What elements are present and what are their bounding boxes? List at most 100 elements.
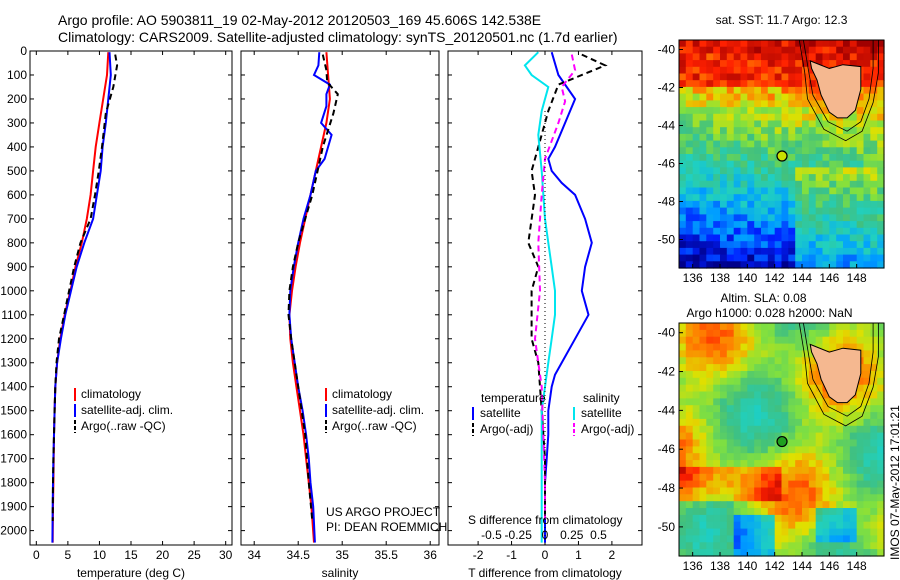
sst-map-cell	[720, 140, 728, 148]
sst-map-cell	[726, 160, 735, 168]
sla-map-cell	[822, 439, 830, 447]
sla-map-cell	[795, 350, 803, 358]
sst-map-cell	[849, 154, 858, 162]
sla-map-cell	[767, 405, 776, 413]
sst-map-cell	[713, 160, 721, 168]
sla-map-cell	[692, 425, 701, 434]
sst-map-cell	[849, 261, 858, 269]
sst-map-cell	[754, 207, 762, 215]
sla-map-cell	[726, 521, 735, 530]
sla-map-cell	[822, 398, 830, 406]
sla-map-cell	[870, 501, 878, 509]
sst-map-cell	[774, 93, 783, 101]
sla-map-cell	[740, 343, 748, 352]
sla-map-cell	[781, 377, 789, 386]
sla-map-cell	[747, 494, 755, 502]
sst-map-cell	[740, 147, 748, 155]
sla-map-cell	[808, 405, 817, 413]
sst-map-cell	[726, 261, 735, 269]
sst-map-cell	[685, 207, 694, 215]
sst-map-cell	[829, 53, 837, 61]
sst-map-cell	[815, 120, 824, 128]
sst-map-cell	[740, 80, 748, 88]
sla-map-cell	[829, 508, 837, 516]
sst-map-cell	[836, 234, 844, 242]
sla-map-cell	[781, 514, 789, 523]
sla-map-cell	[774, 460, 783, 468]
sla-map-cell	[863, 508, 871, 516]
sla-map-cell	[713, 391, 721, 399]
sst-map-cell	[774, 66, 783, 75]
sla-map-cell	[692, 466, 701, 475]
sst-map-cell	[795, 120, 803, 128]
sst-map-cell	[767, 261, 776, 269]
sst-map-cell	[726, 254, 735, 262]
sst-map-cell	[685, 46, 694, 54]
sst-map-cell	[692, 247, 701, 256]
sst-map-cell	[679, 80, 687, 88]
sst-map-cell	[781, 254, 789, 262]
sst-map-cell	[802, 154, 810, 162]
sst-map-cell	[726, 180, 735, 189]
sla-map-cell	[788, 446, 796, 454]
sla-map-cell	[761, 398, 769, 406]
sla-map-cell	[706, 432, 714, 441]
depth-tick-label: 1500	[0, 404, 27, 418]
sst-map-cell	[863, 254, 871, 262]
depth-tick-label: 1300	[0, 356, 27, 370]
sst-map-cell	[761, 140, 769, 148]
salinity-xlabel: salinity	[322, 566, 359, 580]
sla-map-cell	[720, 521, 728, 530]
sla-map-cell	[870, 466, 878, 475]
sla-map-cell	[802, 391, 810, 399]
sst-map-cell	[829, 241, 837, 249]
sla-map-cell	[856, 412, 865, 420]
sla-map-cell	[877, 357, 885, 365]
sst-map-cell	[808, 167, 817, 175]
sst-map-cell	[720, 187, 728, 195]
sst-map-cell	[843, 60, 851, 68]
sla-map-cell	[720, 377, 728, 386]
sla-map-cell	[877, 549, 885, 557]
sla-map-cell	[685, 487, 694, 495]
sst-map-cell	[679, 214, 687, 222]
sst-map-cell	[843, 120, 851, 128]
sla-map-cell	[802, 412, 810, 420]
sst-map-cell	[849, 140, 858, 148]
sla-map-cell	[849, 480, 858, 489]
sst-map-cell	[706, 234, 714, 242]
sst-map-cell	[733, 180, 742, 189]
sla-map-cell	[795, 542, 803, 550]
sst-map-cell	[863, 107, 871, 115]
sla-map-cell	[843, 549, 851, 557]
sst-map-cell	[692, 234, 701, 242]
sst-map-cell	[713, 194, 721, 202]
sla-map-cell	[685, 398, 694, 406]
sst-map-cell	[720, 133, 728, 142]
sla-map-cell	[795, 528, 803, 537]
sla-map-cell	[754, 405, 762, 413]
sst-map-cell	[870, 140, 878, 148]
sla-map-cell	[877, 398, 885, 406]
sla-map-cell	[877, 494, 885, 502]
sla-map-cell	[802, 521, 810, 530]
sla-map-cell	[843, 514, 851, 523]
sla-map-cell	[761, 323, 769, 331]
sst-map-cell	[692, 261, 701, 269]
sst-map-cell	[726, 46, 735, 54]
sla-map-cell	[713, 542, 721, 550]
sla-map-cell	[685, 446, 694, 454]
sst-map-cell	[774, 140, 783, 148]
sla-map-cell	[726, 466, 735, 475]
sla-map-cell	[802, 446, 810, 454]
sla-map-cell	[856, 528, 865, 537]
sst-map-cell	[822, 113, 830, 122]
sla-map-cell	[808, 501, 817, 509]
sla-map-cell	[849, 494, 858, 502]
sla-map-cell	[726, 501, 735, 509]
sst-map-cell	[788, 241, 796, 249]
sla-map-cell	[733, 535, 742, 543]
sla-map-cell	[720, 549, 728, 557]
sla-map-cell	[747, 329, 755, 338]
sst-map-cell	[761, 194, 769, 202]
